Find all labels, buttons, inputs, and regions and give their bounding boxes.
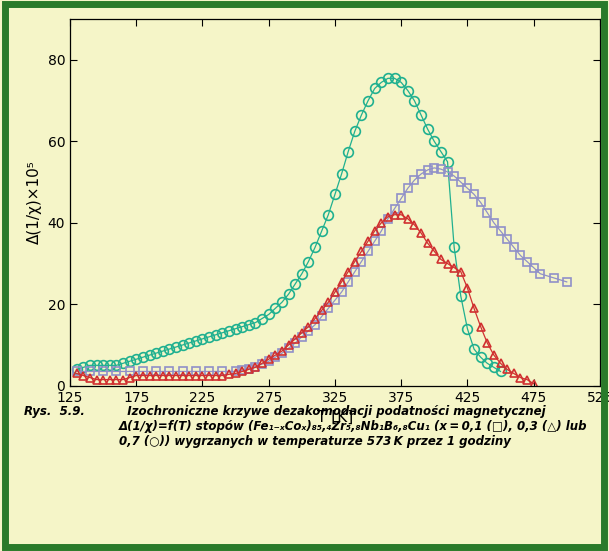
X-axis label: T [K]: T [K] (317, 410, 353, 425)
Text: Rys.  5.9.: Rys. 5.9. (24, 405, 85, 418)
Y-axis label: Δ(1/χ)×10⁵: Δ(1/χ)×10⁵ (27, 161, 42, 244)
Text: Izochroniczne krzywe dezakomodacji podatności magnetycznej
Δ(1/χ)=f(T) stopów (F: Izochroniczne krzywe dezakomodacji podat… (119, 405, 587, 448)
